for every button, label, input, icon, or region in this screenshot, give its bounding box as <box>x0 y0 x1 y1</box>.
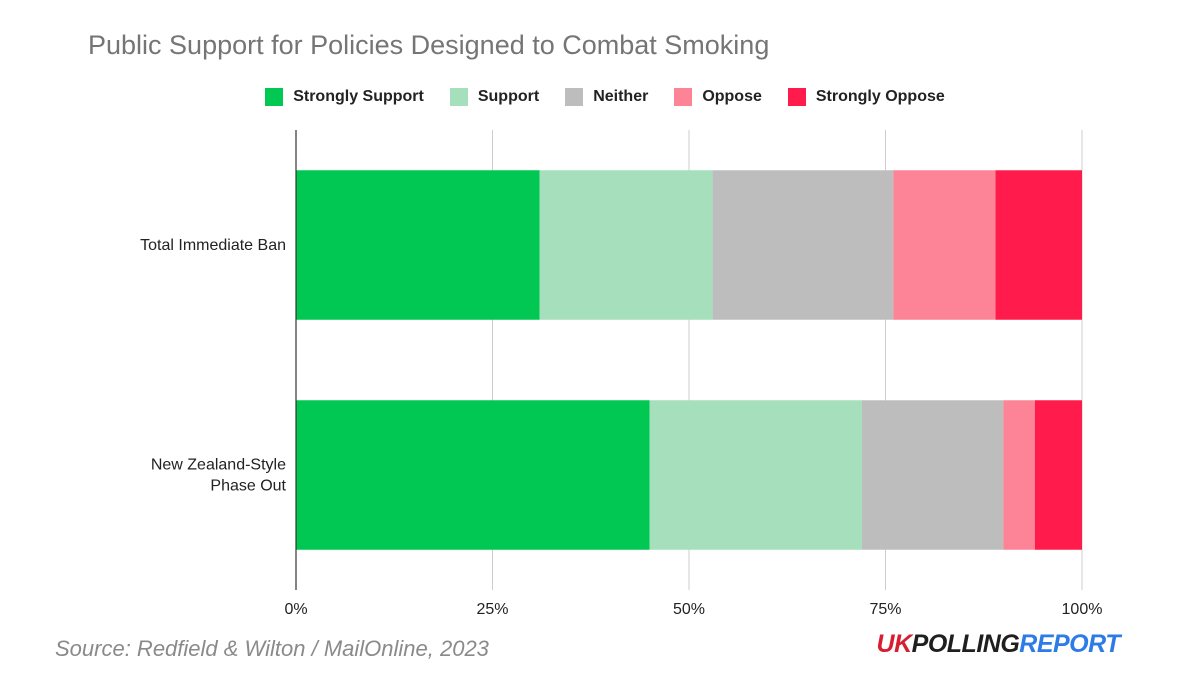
x-tick-label: 0% <box>284 601 307 618</box>
legend-item: Support <box>449 88 540 106</box>
legend-swatch <box>265 88 284 106</box>
legend: Strongly Support Support Neither Oppose Stro… <box>0 88 1200 106</box>
x-tick-label: 100% <box>1062 601 1103 618</box>
brand-report: REPORT <box>1019 630 1120 658</box>
bar-segment <box>893 170 996 320</box>
legend-swatch <box>674 88 693 106</box>
bar-segment <box>296 400 650 550</box>
brand-uk: UK <box>876 630 913 658</box>
legend-swatch <box>565 88 584 106</box>
source-note: Source: Redfield & Wilton / MailOnline, … <box>55 636 489 661</box>
bar-segment <box>296 170 540 320</box>
legend-label: Oppose <box>702 88 762 105</box>
category-label: Phase Out <box>210 478 286 495</box>
bar-segment <box>539 170 713 320</box>
legend-item: Neither <box>565 88 648 106</box>
legend-item: Oppose <box>674 88 762 106</box>
bar-segment <box>1003 400 1035 550</box>
brand-polling: POLLING <box>911 630 1020 658</box>
x-tick-label: 25% <box>476 601 508 618</box>
legend-item: Strongly Support <box>265 88 424 106</box>
legend-item: Strongly Oppose <box>787 88 945 106</box>
x-tick-label: 50% <box>673 601 705 618</box>
x-tick-label: 75% <box>869 601 901 618</box>
bar-segment <box>995 170 1082 320</box>
chart-title: Public Support for Policies Designed to … <box>88 30 770 60</box>
legend-swatch <box>787 88 806 106</box>
bar-segment <box>861 400 1004 550</box>
legend-label: Neither <box>593 88 649 105</box>
legend-label: Support <box>477 88 540 105</box>
brand-logo: UKPOLLINGREPORT <box>876 630 1121 659</box>
category-label: New Zealand-Style <box>151 457 286 474</box>
category-label: Total Immediate Ban <box>140 237 286 254</box>
bar-segment <box>649 400 862 550</box>
bar-segment <box>1034 400 1082 550</box>
bar-segment <box>712 170 894 320</box>
legend-label: Strongly Support <box>293 88 424 105</box>
legend-label: Strongly Oppose <box>815 88 945 105</box>
legend-swatch <box>449 88 468 106</box>
